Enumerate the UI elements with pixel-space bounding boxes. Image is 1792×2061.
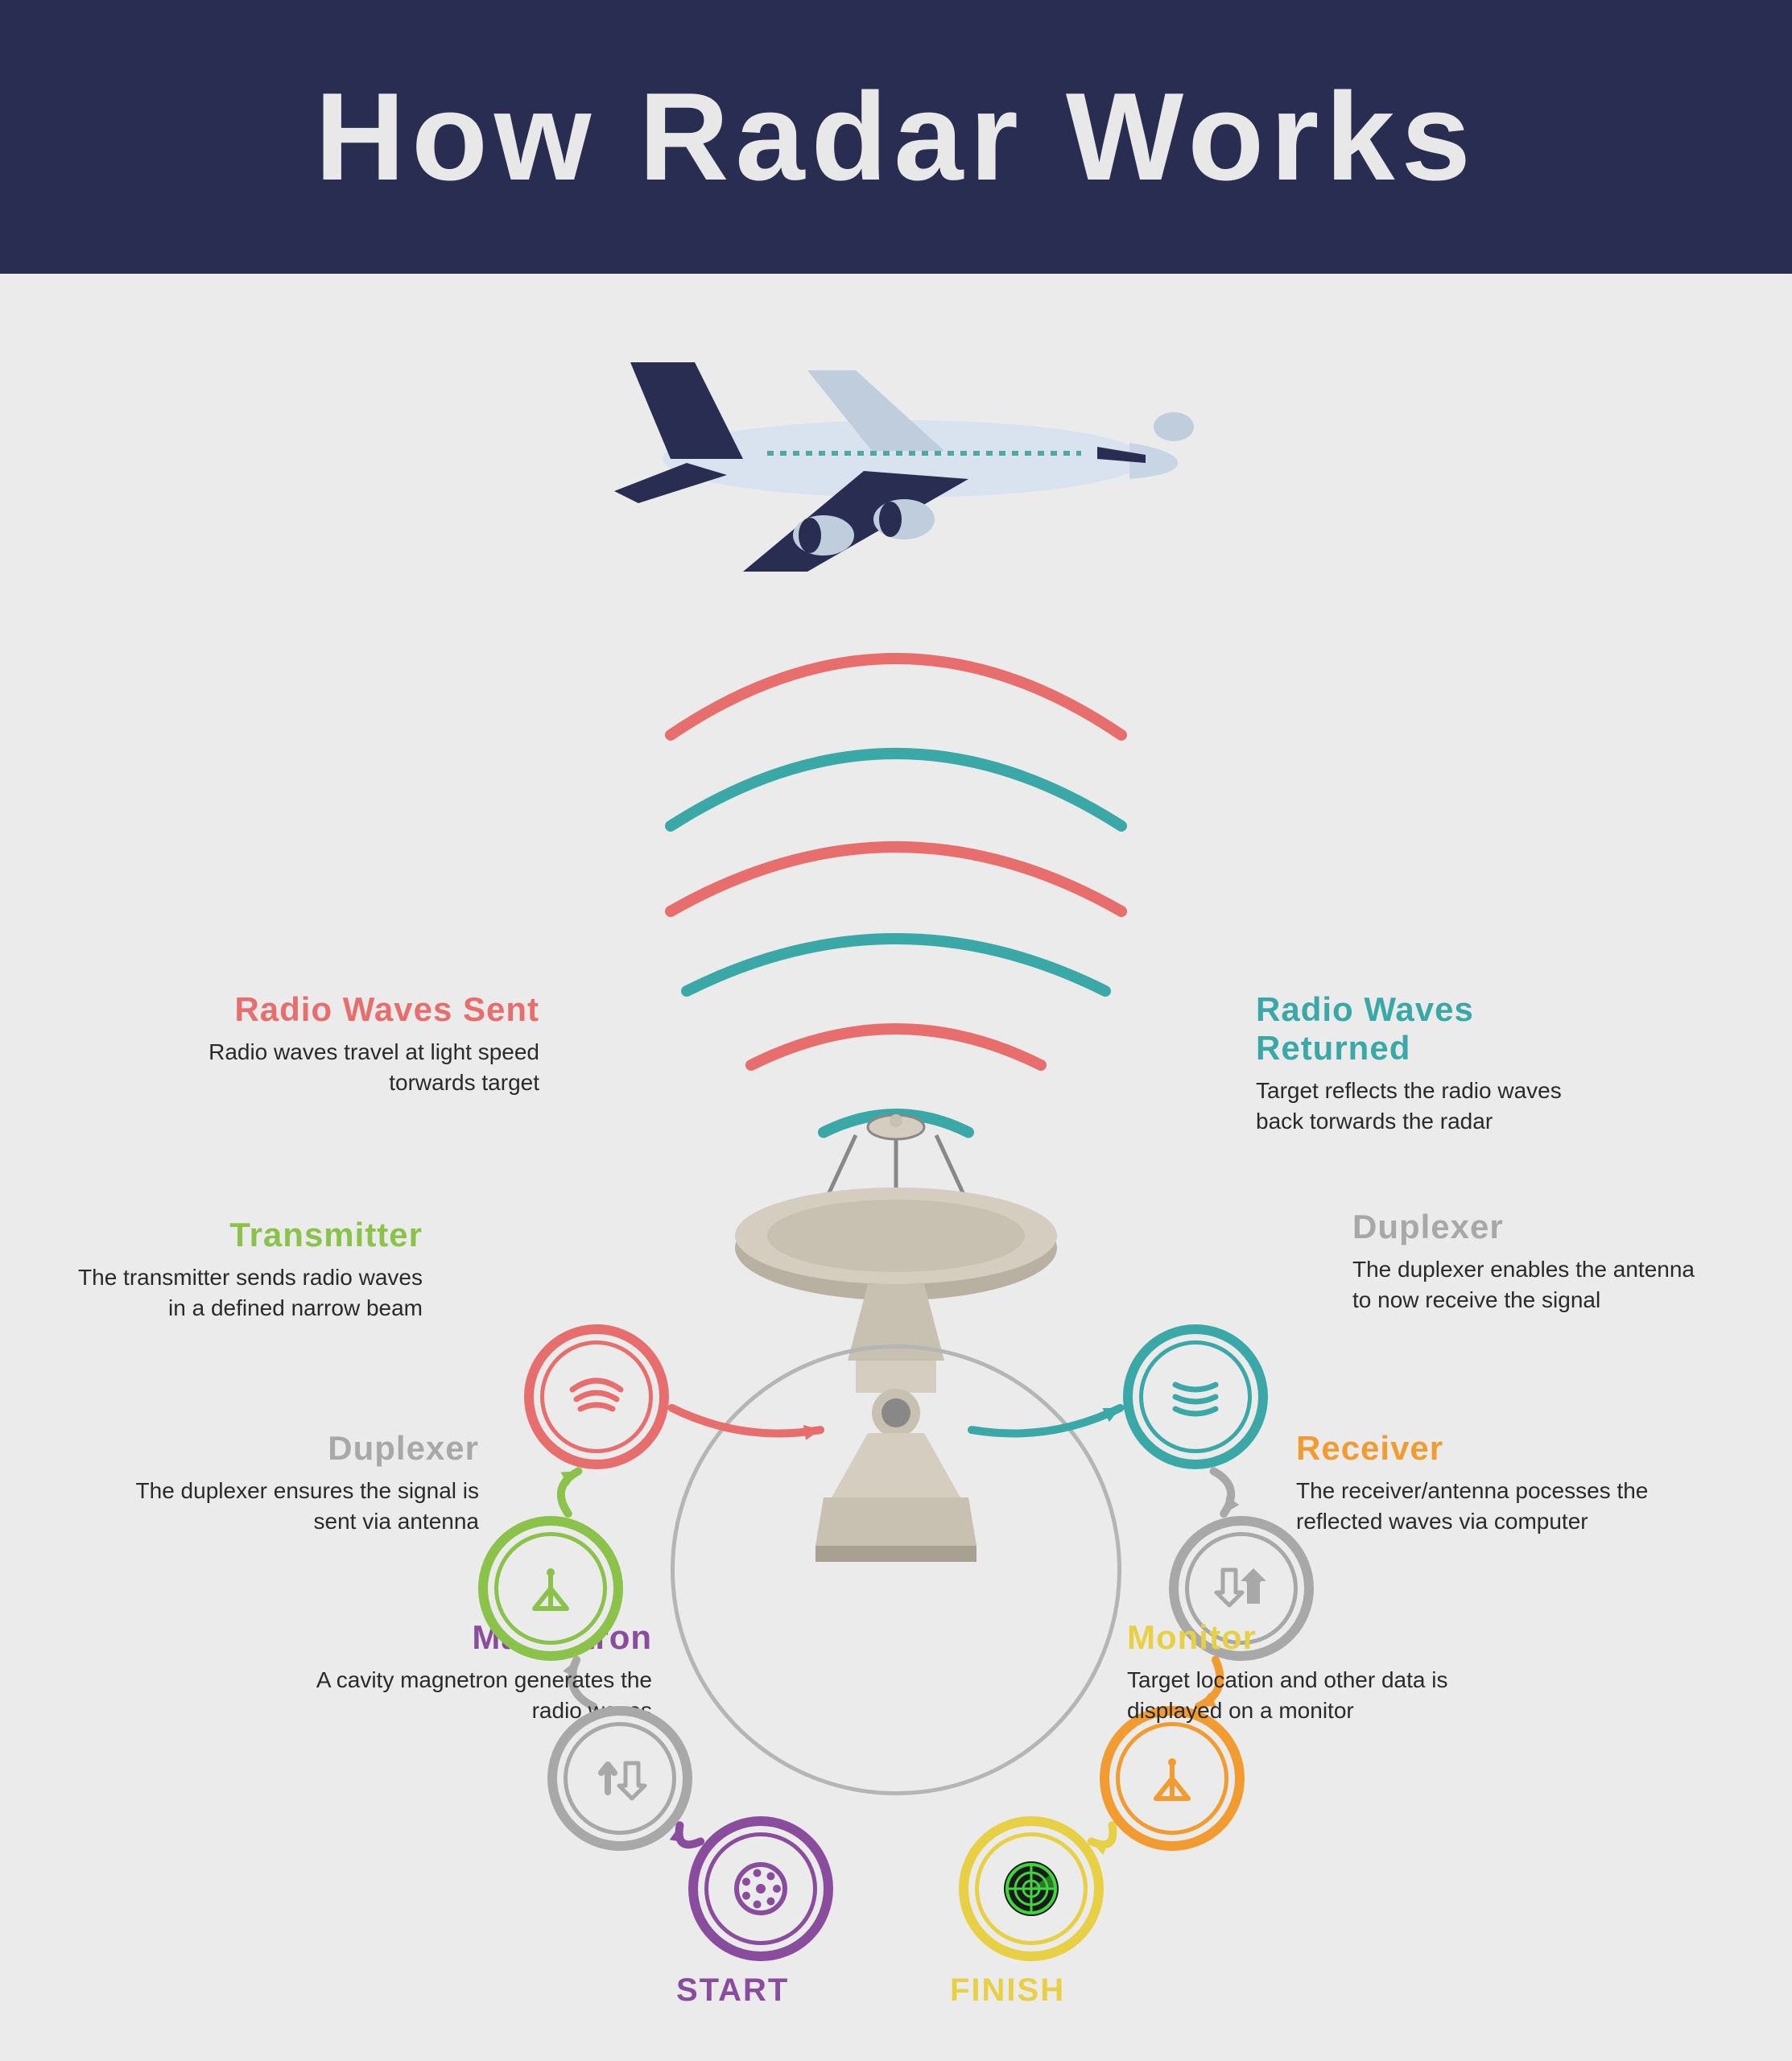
node-receiver bbox=[1100, 1706, 1245, 1851]
center-circle bbox=[671, 1344, 1121, 1795]
node-label-returned: Radio Waves Returned Target reflects the … bbox=[1256, 990, 1610, 1137]
diagram-area: MagnetronA cavity magnetron generates th… bbox=[0, 274, 1792, 2061]
duplexer-up-icon bbox=[564, 1722, 676, 1835]
node-label-transmitter: Transmitter The transmitter sends radio w… bbox=[68, 1216, 423, 1324]
node-desc: Target location and other data is displa… bbox=[1127, 1665, 1481, 1726]
finish-label: FINISH bbox=[950, 1972, 1065, 2009]
node-label-monitor: Monitor Target location and other data is… bbox=[1127, 1618, 1481, 1726]
node-title: Duplexer bbox=[125, 1429, 479, 1468]
node-desc: The duplexer ensures the signal is sent … bbox=[125, 1476, 479, 1537]
antenna-icon bbox=[494, 1532, 607, 1645]
waves-out-icon bbox=[540, 1340, 653, 1453]
node-label-sent: Radio Waves Sent Radio waves travel at li… bbox=[185, 990, 539, 1098]
radar-waves-icon bbox=[654, 580, 1138, 1143]
node-desc: The transmitter sends radio waves in a d… bbox=[68, 1262, 423, 1324]
node-desc: Radio waves travel at light speed torwar… bbox=[185, 1037, 539, 1098]
node-title: Receiver bbox=[1296, 1429, 1650, 1468]
node-desc: The receiver/antenna pocesses the reflec… bbox=[1296, 1476, 1650, 1537]
magnetron-icon bbox=[704, 1832, 817, 1945]
node-desc: The duplexer enables the antenna to now … bbox=[1352, 1254, 1707, 1315]
node-magnetron bbox=[688, 1816, 833, 1961]
node-duplexer-left bbox=[547, 1706, 692, 1851]
node-label-receiver: Receiver The receiver/antenna pocesses th… bbox=[1296, 1429, 1650, 1537]
node-transmitter bbox=[478, 1516, 623, 1661]
node-title: Duplexer bbox=[1352, 1208, 1707, 1246]
node-sent bbox=[524, 1324, 669, 1469]
antenna-icon bbox=[1116, 1722, 1228, 1835]
node-desc: Target reflects the radio waves back tor… bbox=[1256, 1076, 1610, 1137]
node-title: Monitor bbox=[1127, 1618, 1481, 1657]
start-label: START bbox=[676, 1972, 789, 2009]
node-returned bbox=[1123, 1324, 1268, 1469]
waves-in-icon bbox=[1139, 1340, 1252, 1453]
header: How Radar Works bbox=[0, 0, 1792, 274]
node-title: Radio Waves Returned bbox=[1256, 990, 1610, 1068]
node-label-duplexer-left: Duplexer The duplexer ensures the signal … bbox=[125, 1429, 479, 1537]
node-monitor bbox=[959, 1816, 1104, 1961]
airplane-icon bbox=[582, 322, 1210, 580]
page-title: How Radar Works bbox=[315, 65, 1477, 209]
monitor-icon bbox=[975, 1832, 1088, 1945]
node-title: Radio Waves Sent bbox=[185, 990, 539, 1029]
node-title: Transmitter bbox=[68, 1216, 423, 1254]
node-label-duplexer-right: Duplexer The duplexer enables the antenna… bbox=[1352, 1208, 1707, 1315]
